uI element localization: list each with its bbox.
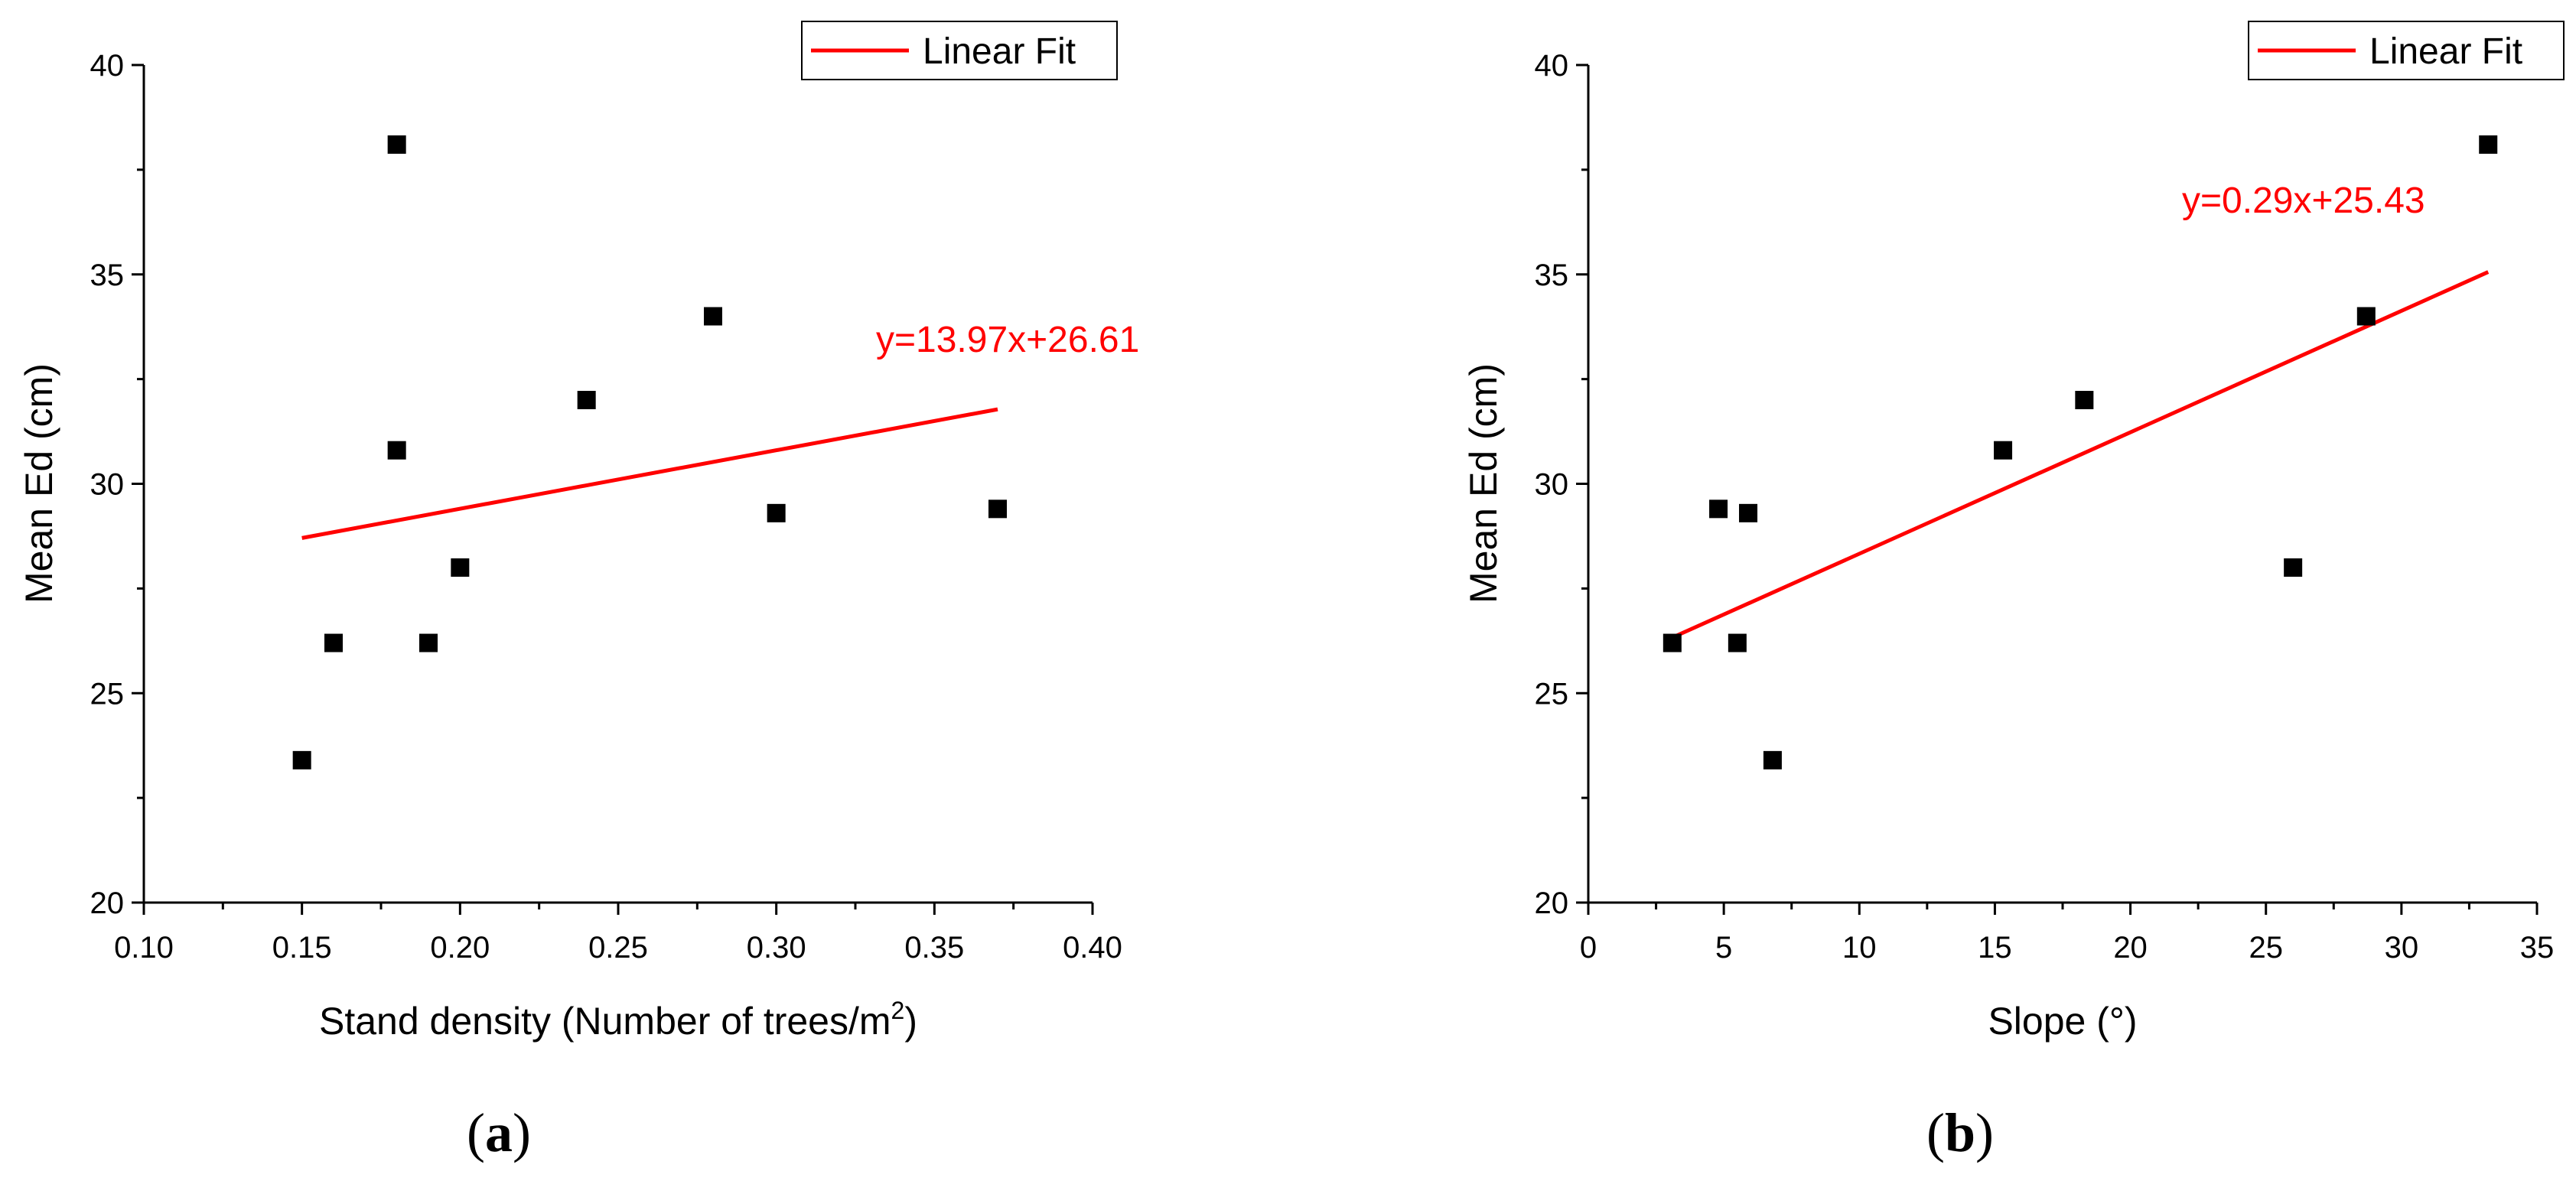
legend-label: Linear Fit [2369, 31, 2522, 72]
x-tick-label: 15 [1978, 931, 2012, 965]
y-tick-label: 25 [1535, 677, 1569, 711]
x-tick-label: 0.35 [904, 931, 964, 965]
data-point [387, 135, 406, 155]
y-tick-label: 30 [1535, 468, 1569, 502]
data-point [451, 558, 470, 577]
data-point [2284, 558, 2303, 577]
scatter-chart-b: 0 5 10 15 20 25 30 35 20 25 30 35 40 Slope (°) Mean Ed… [1462, 21, 2565, 1043]
x-tick-label: 0 [1580, 931, 1597, 965]
x-tick-label: 25 [2249, 931, 2283, 965]
data-point [1739, 503, 1758, 522]
y-tick-label: 20 [1535, 887, 1569, 920]
linear-fit-line [301, 407, 998, 540]
data-point [387, 441, 406, 460]
data-point [577, 391, 596, 409]
x-tick-label: 5 [1715, 931, 1732, 965]
data-point [324, 633, 343, 652]
x-tick-label: 0.40 [1063, 931, 1122, 965]
y-tick-label: 40 [90, 49, 125, 83]
data-point [2356, 307, 2376, 326]
data-point [1709, 499, 1728, 519]
x-tick-label: 30 [2385, 931, 2419, 965]
data-point [419, 633, 438, 652]
x-axis-title: Slope (°) [1988, 1000, 2137, 1043]
y-tick-label: 35 [1535, 259, 1569, 292]
data-point [1994, 441, 2013, 460]
panel-label-b: (b) [1926, 1102, 1995, 1163]
chart-panel-b: 0 5 10 15 20 25 30 35 20 25 30 35 40 Slope (°) Mean Ed… [1288, 0, 2576, 1194]
data-point [292, 750, 311, 769]
x-axis-title: Stand density (Number of trees/m2) [319, 997, 917, 1043]
y-tick-label: 35 [90, 259, 125, 292]
fit-equation-label: y=0.29x+25.43 [2182, 181, 2425, 221]
data-point [988, 499, 1007, 519]
data-point [704, 307, 722, 326]
y-axis-title: Mean Ed (cm) [18, 363, 60, 604]
linear-fit-line [1671, 270, 2490, 639]
data-point [767, 503, 786, 522]
x-tick-label: 0.10 [114, 931, 174, 965]
x-tick-label: 35 [2520, 931, 2555, 965]
data-point [1663, 633, 1682, 652]
scatter-chart-a: 0.10 0.15 0.20 0.25 0.30 0.35 0.40 20 25 30 35 40 St… [18, 21, 1139, 1043]
legend-label: Linear Fit [923, 31, 1076, 72]
panel-label-a: (a) [467, 1102, 531, 1163]
y-tick-label: 30 [90, 468, 125, 502]
fit-equation-label: y=13.97x+26.61 [876, 320, 1139, 360]
x-tick-label: 0.20 [430, 931, 490, 965]
y-axis-title: Mean Ed (cm) [1462, 363, 1505, 604]
data-point [2479, 135, 2498, 155]
data-point [1763, 750, 1782, 769]
x-tick-label: 0.15 [272, 931, 332, 965]
y-tick-label: 40 [1535, 49, 1569, 83]
data-point [2075, 391, 2094, 409]
x-tick-label: 0.25 [588, 931, 648, 965]
chart-panel-a: 0.10 0.15 0.20 0.25 0.30 0.35 0.40 20 25 30 35 40 St… [18, 21, 1139, 1163]
x-tick-label: 0.30 [747, 931, 806, 965]
y-tick-label: 20 [90, 887, 125, 920]
x-tick-label: 20 [2113, 931, 2148, 965]
y-tick-label: 25 [90, 677, 125, 711]
data-point [1728, 633, 1747, 652]
x-tick-label: 10 [1842, 931, 1877, 965]
